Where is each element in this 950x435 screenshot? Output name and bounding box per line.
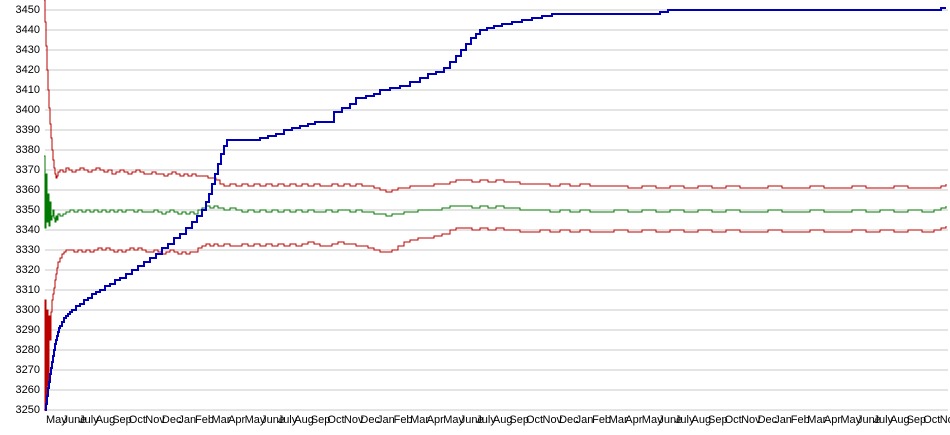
x-tick-label: Oct <box>526 414 544 426</box>
x-tick-label: Nov <box>343 414 364 426</box>
y-tick-label: 3360 <box>15 184 40 196</box>
series-lower-red-band <box>44 226 947 411</box>
x-tick-label: Feb <box>195 414 214 426</box>
series-cumulative-blue-line <box>45 7 946 411</box>
x-tick-label: July <box>674 414 695 426</box>
y-tick-label: 3290 <box>15 324 40 336</box>
x-tick-label: July <box>476 414 496 426</box>
y-tick-label: 3390 <box>15 124 40 136</box>
x-tick-label: Nov <box>145 414 165 426</box>
y-tick-label: 3370 <box>15 164 40 176</box>
series-upper-red-band <box>44 0 947 193</box>
series-center-green-line <box>44 155 947 229</box>
x-tick-label: Sep <box>310 414 331 426</box>
x-tick-label: Mar <box>410 414 430 426</box>
x-tick-label: Nov <box>741 414 761 426</box>
y-tick-label: 3350 <box>15 204 40 216</box>
x-tick-label: May <box>840 414 862 426</box>
x-tick-label: Feb <box>393 414 413 426</box>
x-tick-label: May <box>443 414 464 426</box>
y-tick-label: 3300 <box>15 304 40 316</box>
x-tick-label: Jan <box>377 414 395 426</box>
x-tick-label: Dec <box>757 414 778 426</box>
x-tick-label: Aug <box>691 414 712 426</box>
x-tick-label: July <box>79 414 99 426</box>
x-tick-label: May <box>46 414 67 426</box>
x-tick-label: Feb <box>790 414 810 426</box>
x-tick-label: Aug <box>492 414 513 426</box>
y-tick-label: 3400 <box>15 104 40 116</box>
x-tick-label: Apr <box>228 414 246 426</box>
y-tick-label: 3260 <box>15 384 40 396</box>
x-tick-label: Mar <box>807 414 827 426</box>
y-tick-label: 3440 <box>15 24 40 36</box>
y-tick-label: 3280 <box>15 344 40 356</box>
y-tick-label: 3320 <box>15 264 40 276</box>
y-tick-label: 3270 <box>15 364 40 376</box>
x-tick-label: June <box>459 414 484 426</box>
x-tick-label: Mar <box>211 414 231 426</box>
x-tick-label: Oct <box>923 414 941 426</box>
y-tick-label: 3430 <box>15 44 40 56</box>
x-tick-label: Sep <box>708 414 728 426</box>
y-tick-label: 3420 <box>15 64 40 76</box>
x-tick-label: Nov <box>939 414 950 426</box>
x-tick-label: Sep <box>509 414 529 426</box>
x-tick-label: Feb <box>592 414 612 426</box>
x-tick-label: Apr <box>426 414 444 426</box>
x-tick-label: Dec <box>559 414 579 426</box>
x-tick-label: July <box>873 414 894 426</box>
x-tick-label: June <box>62 414 87 426</box>
x-tick-label: Oct <box>327 414 345 426</box>
x-tick-label: Mar <box>608 414 628 426</box>
x-tick-label: Nov <box>542 414 563 426</box>
x-tick-label: Aug <box>95 414 116 426</box>
x-tick-label: May <box>641 414 663 426</box>
x-tick-label: Sep <box>906 414 927 426</box>
x-tick-label: Oct <box>128 414 146 426</box>
y-tick-label: 3410 <box>15 84 40 96</box>
x-tick-label: Dec <box>360 414 380 426</box>
x-tick-label: Aug <box>294 414 314 426</box>
y-tick-label: 3250 <box>15 404 40 416</box>
y-tick-label: 3380 <box>15 144 40 156</box>
x-tick-label: June <box>857 414 881 426</box>
x-tick-label: June <box>261 414 285 426</box>
x-tick-label: Sep <box>112 414 132 426</box>
x-tick-label: Dec <box>161 414 182 426</box>
x-tick-label: Jan <box>575 414 594 426</box>
y-tick-label: 3340 <box>15 224 40 236</box>
x-tick-label: Jan <box>774 414 792 426</box>
x-tick-label: Aug <box>890 414 910 426</box>
y-tick-label: 3450 <box>15 4 40 16</box>
x-tick-label: Apr <box>823 414 842 426</box>
x-tick-label: May <box>244 414 266 426</box>
x-tick-label: June <box>658 414 683 426</box>
y-tick-label: 3330 <box>15 244 40 256</box>
x-tick-label: Apr <box>625 414 643 426</box>
x-tick-label: Jan <box>178 414 197 426</box>
x-tick-label: July <box>277 414 298 426</box>
y-tick-label: 3310 <box>15 284 40 296</box>
x-tick-label: Oct <box>724 414 742 426</box>
